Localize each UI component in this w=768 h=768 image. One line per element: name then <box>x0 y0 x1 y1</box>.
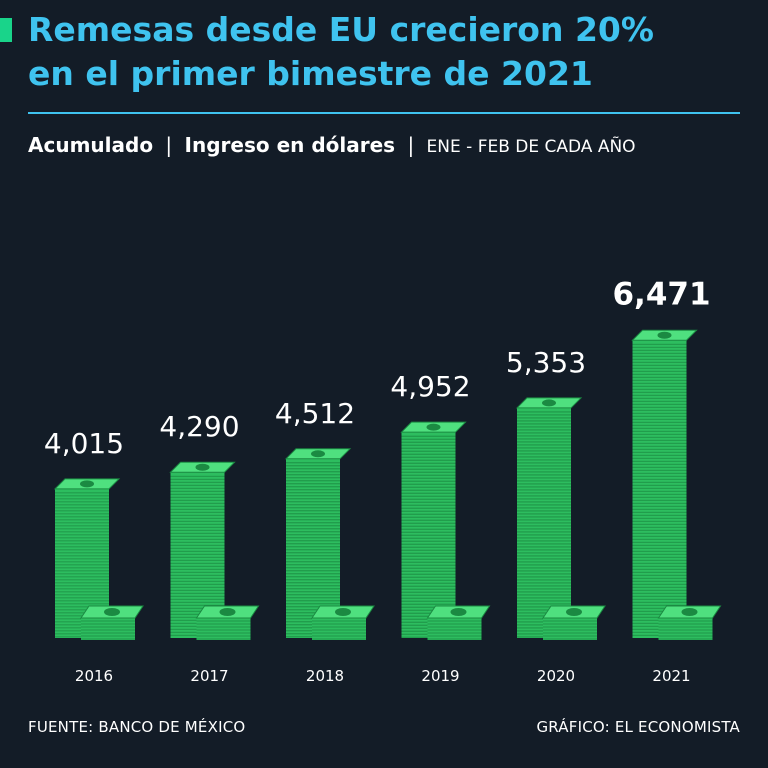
value-label: 4,290 <box>159 410 239 443</box>
x-tick-label: 2021 <box>652 667 690 685</box>
credit-note: GRÁFICO: EL ECONOMISTA <box>536 718 740 736</box>
value-label: 4,952 <box>390 370 470 403</box>
bar-2021 <box>632 340 687 638</box>
value-label: 6,471 <box>612 276 710 312</box>
accent-bar <box>0 18 12 42</box>
x-tick-label: 2018 <box>306 667 344 685</box>
money-icon <box>335 608 351 616</box>
bill-seal-icon <box>195 463 210 471</box>
money-icon <box>681 608 698 616</box>
subtitle: Acumulado | Ingreso en dólares | ENE - F… <box>28 132 636 160</box>
x-tick-label: 2017 <box>190 667 228 685</box>
subtitle-income: Ingreso en dólares <box>184 133 396 157</box>
value-label: 4,015 <box>44 427 124 460</box>
page-title: Remesas desde EU crecieron 20% en el pri… <box>28 8 748 96</box>
bill-seal-icon <box>80 480 94 488</box>
subtitle-separator: | <box>407 133 415 157</box>
bill-seal-icon <box>542 399 556 407</box>
subtitle-separator: | <box>165 133 173 157</box>
small-stack <box>658 618 713 640</box>
small-stack <box>543 618 597 640</box>
value-label: 5,353 <box>506 346 586 379</box>
money-icon <box>450 608 467 616</box>
small-stack <box>427 618 482 640</box>
small-stack <box>81 618 135 640</box>
value-label: 4,512 <box>275 397 355 430</box>
small-stack <box>196 618 251 640</box>
title-line-2: en el primer bimestre de 2021 <box>28 54 593 93</box>
bill-seal-icon <box>426 423 441 431</box>
x-tick-label: 2019 <box>421 667 459 685</box>
money-icon <box>219 608 236 616</box>
x-tick-label: 2020 <box>537 667 575 685</box>
bill-seal-icon <box>657 331 672 339</box>
title-line-1: Remesas desde EU crecieron 20% <box>28 10 654 49</box>
money-icon <box>104 608 120 616</box>
money-icon <box>566 608 582 616</box>
source-note: FUENTE: BANCO DE MÉXICO <box>28 718 246 736</box>
x-tick-label: 2016 <box>75 667 113 685</box>
small-stack <box>312 618 366 640</box>
title-divider <box>28 112 740 114</box>
subtitle-period: ENE - FEB DE CADA AÑO <box>426 137 636 157</box>
bill-seal-icon <box>311 450 325 458</box>
subtitle-accumulated: Acumulado <box>28 133 154 157</box>
